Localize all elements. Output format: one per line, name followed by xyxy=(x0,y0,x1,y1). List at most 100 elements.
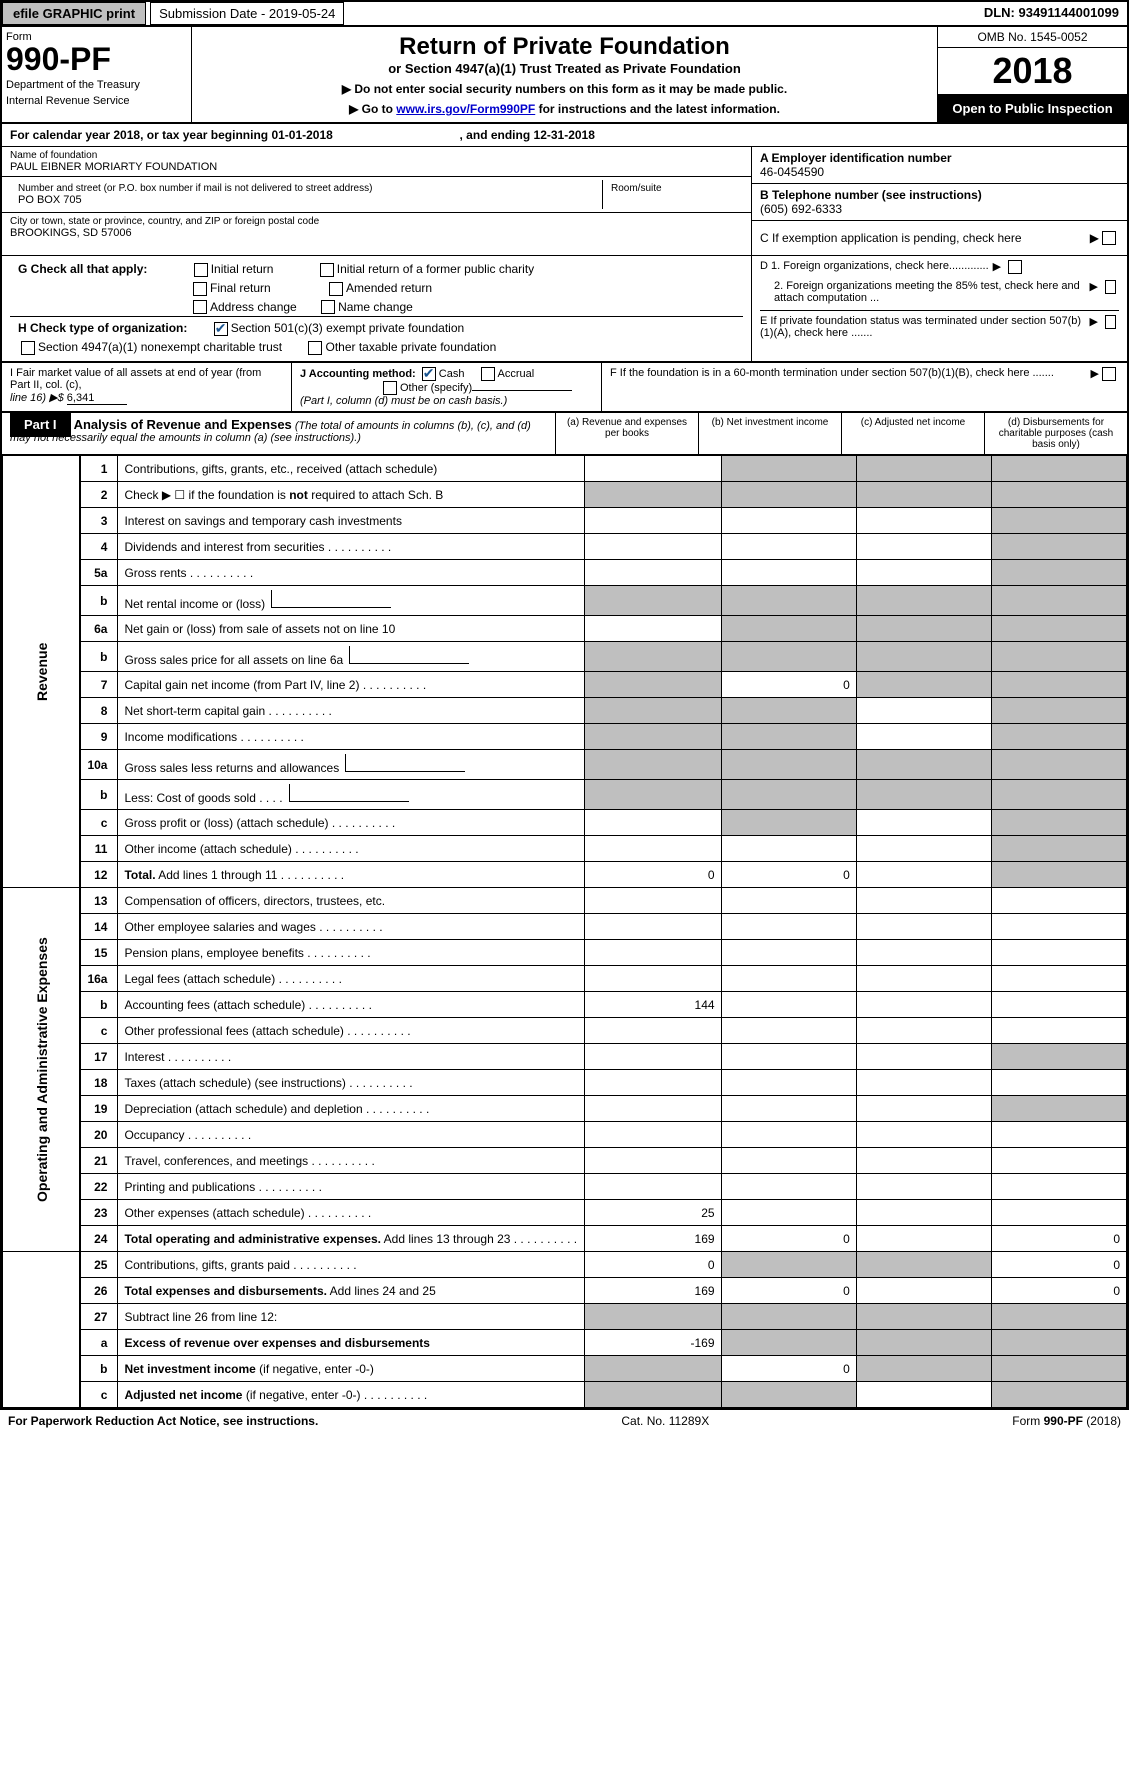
i-label: I Fair market value of all assets at end… xyxy=(10,367,261,391)
chk-d1[interactable] xyxy=(1008,260,1022,274)
line-6a: Net gain or (loss) from sale of assets n… xyxy=(118,616,585,642)
row-g2: Final return Amended return xyxy=(10,279,743,298)
exemption-label: C If exemption application is pending, c… xyxy=(760,231,1022,245)
chk-amended[interactable] xyxy=(329,282,343,296)
line-9: Income modifications xyxy=(118,724,585,750)
opt-4947: Section 4947(a)(1) nonexempt charitable … xyxy=(38,340,282,354)
address-row: Number and street (or P.O. box number if… xyxy=(2,177,751,213)
col-b-header: (b) Net investment income xyxy=(699,413,842,454)
line-16c: Other professional fees (attach schedule… xyxy=(118,1018,585,1044)
line-14: Other employee salaries and wages xyxy=(118,914,585,940)
opt-name: Name change xyxy=(338,300,413,314)
header-right: OMB No. 1545-0052 2018 Open to Public In… xyxy=(937,27,1127,122)
val-7b: 0 xyxy=(721,672,856,698)
form-number: 990-PF xyxy=(6,43,187,75)
opt-initial-former: Initial return of a former public charit… xyxy=(337,262,534,276)
line-21: Travel, conferences, and meetings xyxy=(118,1148,585,1174)
chk-other-acct[interactable] xyxy=(383,381,397,395)
line-2: Check ▶ ☐ if the foundation is not requi… xyxy=(118,482,585,508)
chk-e[interactable] xyxy=(1105,315,1116,329)
d1-label: D 1. Foreign organizations, check here..… xyxy=(760,260,989,272)
chk-d2[interactable] xyxy=(1105,280,1116,294)
i-j-f-row: I Fair market value of all assets at end… xyxy=(2,362,1127,413)
j-label: J Accounting method: xyxy=(300,368,416,380)
room-label: Room/suite xyxy=(611,183,735,194)
chk-name[interactable] xyxy=(321,300,335,314)
exemption-block: C If exemption application is pending, c… xyxy=(752,221,1127,255)
line-10c: Gross profit or (loss) (attach schedule) xyxy=(118,810,585,836)
dept-treasury: Department of the Treasury xyxy=(6,79,187,91)
e-label: E If private foundation status was termi… xyxy=(760,315,1086,339)
line-19: Depreciation (attach schedule) and deple… xyxy=(118,1096,585,1122)
line-12: Total. Add lines 1 through 11 xyxy=(118,862,585,888)
calendar-year: For calendar year 2018, or tax year begi… xyxy=(2,124,1127,147)
info-left: Name of foundation PAUL EIBNER MORIARTY … xyxy=(2,147,752,255)
line-5b: Net rental income or (loss) xyxy=(118,586,585,616)
d2-item: 2. Foreign organizations meeting the 85%… xyxy=(760,280,1119,304)
col-d-header: (d) Disbursements for charitable purpose… xyxy=(985,413,1127,454)
val-26b: 0 xyxy=(721,1278,856,1304)
line-16b: Accounting fees (attach schedule) xyxy=(118,992,585,1018)
line-num: 1 xyxy=(80,456,118,482)
address-main: Number and street (or P.O. box number if… xyxy=(10,180,603,209)
submission-date: Submission Date - 2019-05-24 xyxy=(150,2,344,25)
chk-f[interactable] xyxy=(1102,367,1116,381)
notice-post: for instructions and the latest informat… xyxy=(535,102,780,116)
efile-button[interactable]: efile GRAPHIC print xyxy=(2,2,146,25)
chk-accrual[interactable] xyxy=(481,367,495,381)
opt-other-tax: Other taxable private foundation xyxy=(325,340,496,354)
chk-initial-former[interactable] xyxy=(320,263,334,277)
chk-other-tax[interactable] xyxy=(308,341,322,355)
row-h2: Section 4947(a)(1) nonexempt charitable … xyxy=(10,338,743,357)
line-7: Capital gain net income (from Part IV, l… xyxy=(118,672,585,698)
room-suite: Room/suite xyxy=(603,180,743,209)
i-value: 6,341 xyxy=(67,392,127,405)
header: Form 990-PF Department of the Treasury I… xyxy=(2,27,1127,124)
irs-link[interactable]: www.irs.gov/Form990PF xyxy=(396,102,535,116)
header-mid: Return of Private Foundation or Section … xyxy=(192,27,937,122)
chk-final[interactable] xyxy=(193,282,207,296)
line-16a: Legal fees (attach schedule) xyxy=(118,966,585,992)
d1-item: D 1. Foreign organizations, check here..… xyxy=(760,260,1119,274)
info-right: A Employer identification number 46-0454… xyxy=(752,147,1127,255)
opt-501c3: Section 501(c)(3) exempt private foundat… xyxy=(231,321,464,335)
ein-value: 46-0454590 xyxy=(760,165,1119,179)
e-item: E If private foundation status was termi… xyxy=(760,310,1119,339)
chk-4947[interactable] xyxy=(21,341,35,355)
line-27c: Adjusted net income (if negative, enter … xyxy=(118,1382,585,1408)
city-value: BROOKINGS, SD 57006 xyxy=(10,227,743,239)
header-left: Form 990-PF Department of the Treasury I… xyxy=(2,27,192,122)
line-3: Interest on savings and temporary cash i… xyxy=(118,508,585,534)
val-27b: 0 xyxy=(721,1356,856,1382)
city-cell: City or town, state or province, country… xyxy=(2,213,751,242)
g-label: G Check all that apply: xyxy=(18,262,147,276)
line-18: Taxes (attach schedule) (see instruction… xyxy=(118,1070,585,1096)
opt-other-acct: Other (specify) xyxy=(400,382,472,394)
opt-amended: Amended return xyxy=(346,281,432,295)
top-bar: efile GRAPHIC print Submission Date - 20… xyxy=(2,2,1127,27)
phone-label: B Telephone number (see instructions) xyxy=(760,188,1119,202)
j-note: (Part I, column (d) must be on cash basi… xyxy=(300,395,507,407)
foundation-name-cell: Name of foundation PAUL EIBNER MORIARTY … xyxy=(2,147,751,177)
omb-number: OMB No. 1545-0052 xyxy=(938,27,1127,48)
val-25d: 0 xyxy=(991,1252,1126,1278)
val-12b: 0 xyxy=(721,862,856,888)
side-revenue: Revenue xyxy=(3,456,81,888)
phone-block: B Telephone number (see instructions) (6… xyxy=(752,184,1127,221)
chk-cash[interactable] xyxy=(422,367,436,381)
row-g: G Check all that apply: Initial return I… xyxy=(10,260,743,279)
tax-year: 2018 xyxy=(938,48,1127,95)
chk-address[interactable] xyxy=(193,300,207,314)
exemption-checkbox[interactable] xyxy=(1102,231,1116,245)
side-expenses: Operating and Administrative Expenses xyxy=(3,888,81,1252)
col-a-header: (a) Revenue and expenses per books xyxy=(556,413,699,454)
line-10b: Less: Cost of goods sold . . . . xyxy=(118,780,585,810)
part1-desc: Part I Analysis of Revenue and Expenses … xyxy=(2,413,556,454)
chk-501c3[interactable] xyxy=(214,322,228,336)
footer-left: For Paperwork Reduction Act Notice, see … xyxy=(8,1414,318,1428)
line-22: Printing and publications xyxy=(118,1174,585,1200)
chk-initial[interactable] xyxy=(194,263,208,277)
h-label: H Check type of organization: xyxy=(18,321,187,335)
opt-final: Final return xyxy=(210,281,271,295)
open-inspection: Open to Public Inspection xyxy=(938,95,1127,122)
